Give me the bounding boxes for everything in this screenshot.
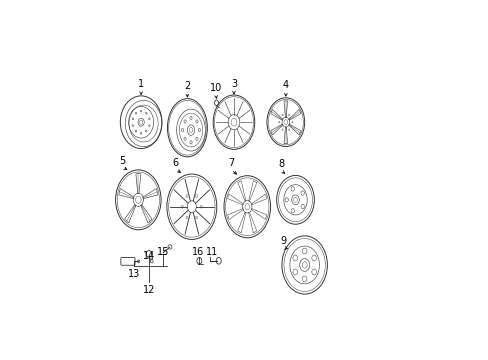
Text: 16: 16 xyxy=(192,247,204,257)
Text: 6: 6 xyxy=(172,158,179,168)
Text: 5: 5 xyxy=(119,156,125,166)
Text: 8: 8 xyxy=(278,159,284,169)
Text: 3: 3 xyxy=(230,79,237,89)
Text: 7: 7 xyxy=(227,158,234,168)
Text: 2: 2 xyxy=(184,81,190,91)
Text: 4: 4 xyxy=(282,80,288,90)
Text: 12: 12 xyxy=(142,285,155,295)
Text: 14: 14 xyxy=(142,251,155,261)
Text: 9: 9 xyxy=(280,236,286,246)
Text: 13: 13 xyxy=(128,269,140,279)
Text: 11: 11 xyxy=(206,247,218,257)
Text: 15: 15 xyxy=(157,247,169,257)
Text: 10: 10 xyxy=(209,82,222,93)
Text: 1: 1 xyxy=(138,79,144,89)
